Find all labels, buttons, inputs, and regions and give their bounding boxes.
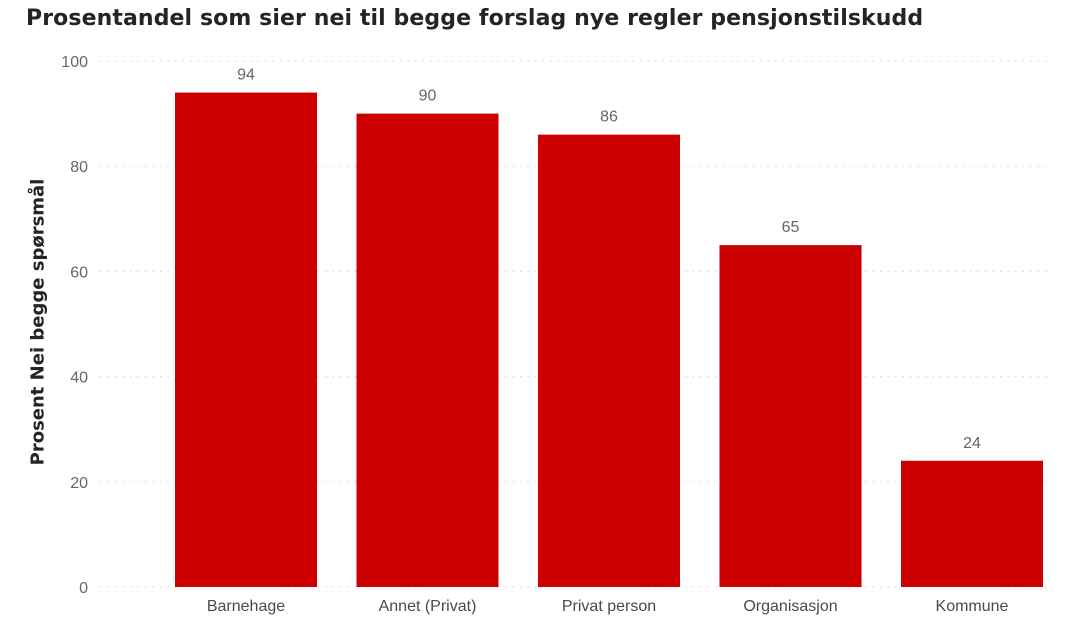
y-axis-ticks: 0 20 40 60 80 100 <box>61 54 88 597</box>
data-label: 65 <box>782 219 800 236</box>
bars <box>175 92 1043 587</box>
bar-organisasjon <box>719 245 862 587</box>
x-category-label: Kommune <box>936 598 1009 615</box>
bar-barnehage <box>175 92 317 587</box>
bar-kommune <box>901 460 1043 587</box>
chart-title: Prosentandel som sier nei til begge fors… <box>26 6 924 31</box>
y-tick-label: 0 <box>79 580 88 597</box>
bar-privat-person <box>538 134 680 587</box>
y-tick-label: 60 <box>70 264 88 281</box>
data-label: 90 <box>419 88 437 105</box>
bar-annet-privat <box>356 113 499 587</box>
x-axis-categories: Barnehage Annet (Privat) Privat person Orga… <box>207 598 1009 615</box>
data-labels: 94 90 86 65 24 <box>237 67 981 452</box>
y-tick-label: 80 <box>70 159 88 176</box>
data-label: 94 <box>237 67 255 84</box>
x-category-label: Barnehage <box>207 598 285 615</box>
x-category-label: Privat person <box>562 598 656 615</box>
x-category-label: Organisasjon <box>743 598 837 615</box>
data-label: 86 <box>600 109 618 126</box>
y-tick-label: 20 <box>70 475 88 492</box>
data-label: 24 <box>963 435 981 452</box>
y-tick-label: 100 <box>61 54 88 71</box>
x-category-label: Annet (Privat) <box>379 598 477 615</box>
y-tick-label: 40 <box>70 370 88 387</box>
